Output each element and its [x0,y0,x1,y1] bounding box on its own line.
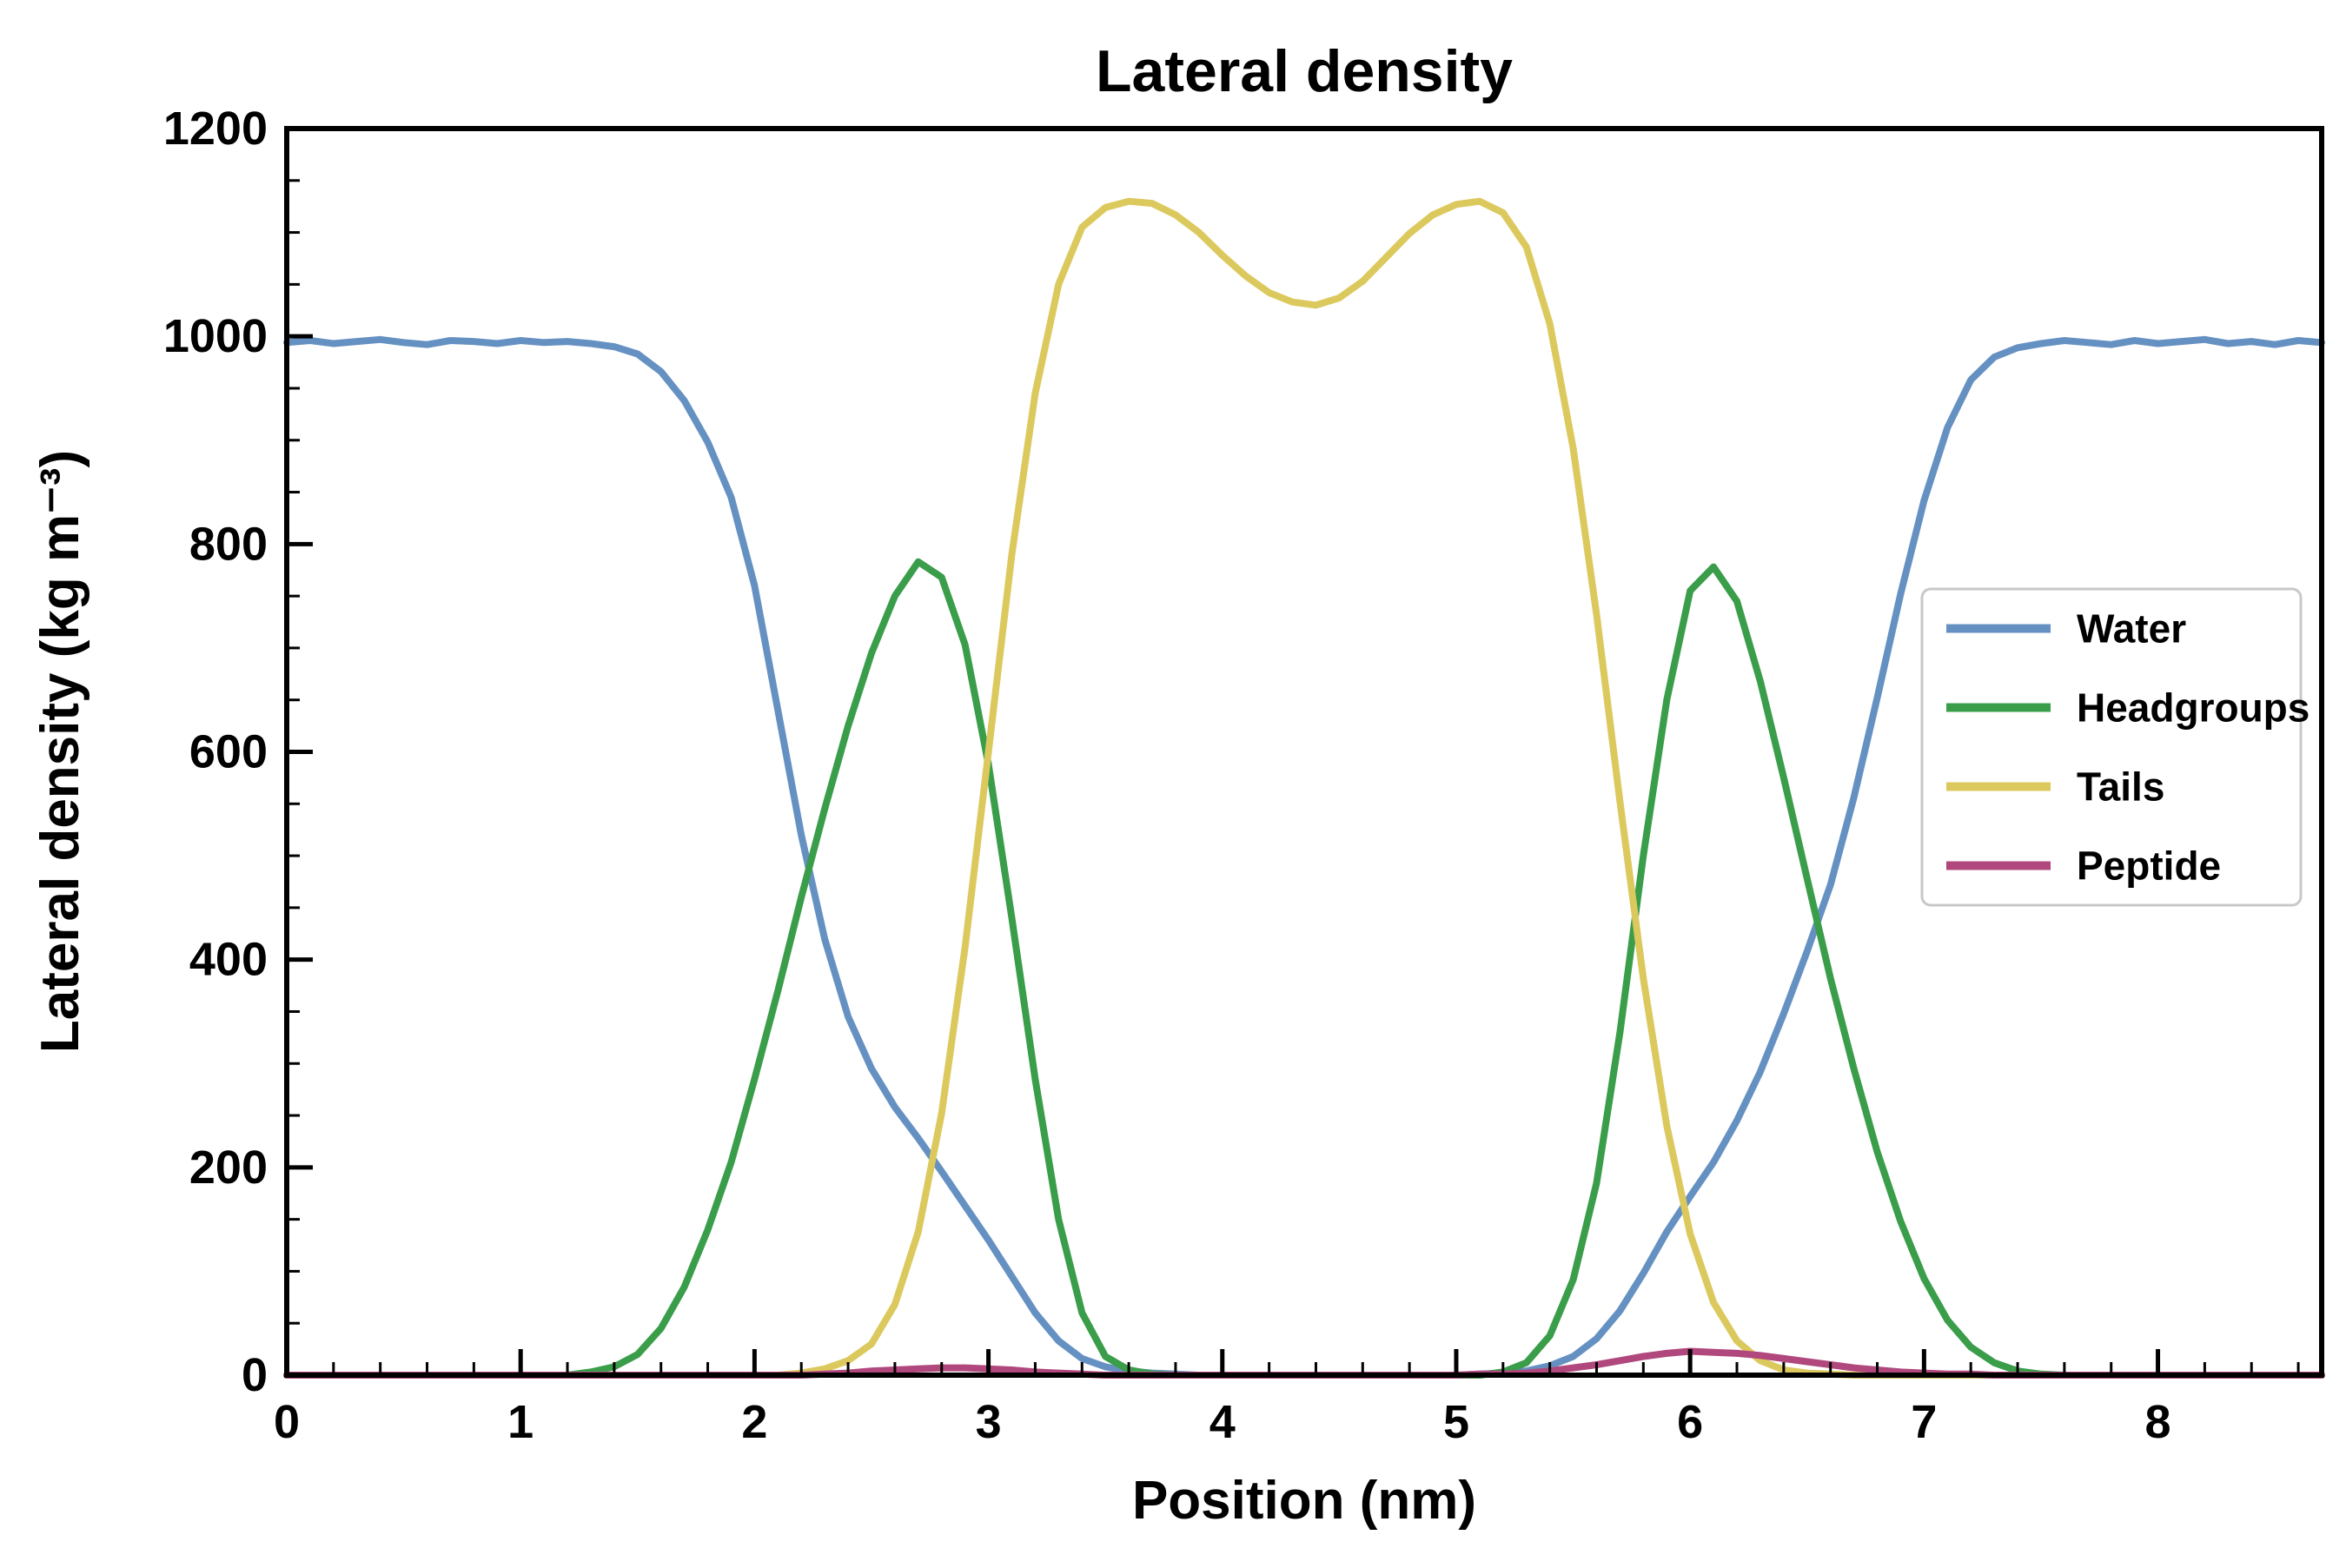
y-tick-label: 400 [189,934,268,986]
legend-label-tails: Tails [2077,764,2164,810]
x-tick-label: 4 [1209,1396,1236,1448]
x-tick-label: 1 [507,1396,533,1448]
x-axis-label: Position (nm) [1132,1471,1476,1531]
chart-title: Lateral density [1096,38,1513,104]
y-tick-label: 200 [189,1141,268,1194]
y-tick-label: 1000 [163,310,268,362]
y-tick-label: 800 [189,518,268,570]
y-tick-label: 1200 [163,103,268,155]
y-tick-label: 0 [242,1349,268,1401]
legend-label-headgroups: Headgroups [2077,685,2310,731]
y-tick-label: 600 [189,726,268,778]
legend: Water Headgroups Tails Peptide [1920,587,2310,907]
x-tick-label: 6 [1677,1396,1703,1448]
plot-frame [284,126,2324,1378]
x-tick-label: 3 [976,1396,1002,1448]
x-tick-label: 8 [2145,1396,2171,1448]
x-tick-label: 2 [741,1396,767,1448]
legend-label-peptide: Peptide [2077,844,2221,889]
x-tick-label: 7 [1911,1396,1937,1448]
x-tick-label: 5 [1443,1396,1469,1448]
y-axis-label: Lateral density (kg m⁻³) [30,450,90,1053]
plot-axes: 0 1 2 3 4 5 6 7 8 0 200 400 600 800 1000 1200 [163,103,2324,1448]
legend-box [1920,587,2303,907]
legend-label-water: Water [2077,606,2186,652]
x-tick-label: 0 [274,1396,300,1448]
